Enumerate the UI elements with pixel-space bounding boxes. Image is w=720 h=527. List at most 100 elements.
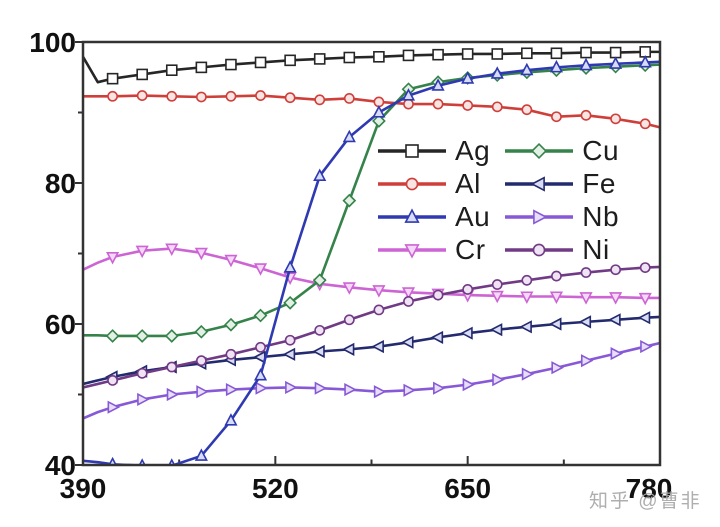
- marker-square: [165, 64, 178, 76]
- series-ni: [83, 262, 660, 389]
- marker-triangle-left: [489, 323, 503, 337]
- legend-column-1: Ag Al Au Cr: [377, 134, 490, 266]
- marker-circle: [136, 90, 148, 101]
- marker-triangle-down: [194, 247, 208, 261]
- legend-key-al: [378, 177, 446, 190]
- marker-circle: [255, 90, 266, 101]
- marker-circle: [166, 90, 178, 102]
- marker-triangle-up: [431, 78, 445, 91]
- marker-square: [313, 53, 326, 65]
- marker-circle: [610, 113, 622, 125]
- marker-triangle-right: [533, 208, 548, 225]
- marker-triangle-up: [638, 54, 652, 68]
- marker-square: [343, 51, 356, 64]
- marker-triangle-left: [608, 313, 621, 327]
- legend-label-cr: Cr: [455, 233, 486, 265]
- marker-circle: [580, 267, 592, 278]
- series-au: [83, 54, 660, 465]
- legend-key-nb: [505, 208, 574, 225]
- marker-square: [461, 48, 474, 60]
- series-fe: [83, 311, 660, 386]
- marker-diamond: [342, 193, 357, 208]
- marker-triangle-up: [579, 57, 593, 71]
- marker-triangle-up: [461, 71, 475, 84]
- marker-circle: [639, 262, 651, 273]
- marker-diamond: [531, 142, 548, 159]
- marker-triangle-up: [342, 129, 356, 143]
- marker-triangle-right: [373, 385, 387, 399]
- marker-square: [521, 47, 533, 60]
- marker-square: [225, 58, 237, 71]
- marker-triangle-down: [579, 292, 593, 305]
- marker-triangle-up: [283, 260, 297, 273]
- marker-circle: [195, 91, 207, 103]
- series-markers-au: [108, 54, 652, 465]
- marker-circle: [284, 92, 296, 104]
- marker-square: [402, 49, 415, 62]
- marker-circle: [610, 264, 622, 276]
- marker-circle: [343, 314, 355, 326]
- watermark-text: 知乎 @曹非: [589, 491, 702, 512]
- legend-label-fe: Fe: [582, 167, 616, 199]
- marker-triangle-right: [166, 387, 180, 402]
- marker-circle: [432, 98, 444, 110]
- marker-triangle-left: [371, 339, 384, 354]
- marker-triangle-up: [609, 56, 623, 69]
- legend-key-cu: [505, 142, 574, 159]
- marker-square: [254, 56, 267, 69]
- marker-triangle-right: [610, 347, 624, 361]
- series-line-fe: [83, 315, 660, 386]
- legend-label-au: Au: [455, 200, 491, 232]
- marker-square: [106, 72, 119, 85]
- marker-triangle-right: [137, 392, 150, 407]
- marker-triangle-right: [462, 378, 476, 392]
- marker-triangle-right: [551, 361, 564, 375]
- marker-circle: [284, 334, 296, 346]
- marker-circle: [551, 111, 562, 123]
- marker-circle: [225, 90, 237, 102]
- marker-triangle-up: [224, 413, 238, 426]
- y-tick-label-80: 80: [45, 168, 76, 199]
- marker-triangle-down: [106, 251, 120, 265]
- marker-triangle-down: [165, 243, 179, 257]
- marker-circle: [432, 289, 444, 301]
- series-markers-ag: [106, 46, 652, 85]
- marker-diamond: [135, 329, 150, 343]
- marker-square: [550, 47, 563, 60]
- marker-circle: [403, 296, 414, 307]
- marker-triangle-right: [285, 380, 298, 395]
- marker-square: [284, 54, 296, 67]
- x-tick-label-390: 390: [60, 473, 107, 504]
- series-line-al: [83, 94, 660, 129]
- legend-item-ni: Ni: [504, 233, 619, 266]
- series-markers-nb: [107, 339, 653, 414]
- marker-diamond: [164, 329, 179, 343]
- legend-key-fe: [505, 175, 574, 192]
- marker-diamond: [194, 324, 209, 339]
- marker-triangle-left: [530, 175, 546, 192]
- marker-triangle-up: [313, 168, 327, 181]
- marker-triangle-down: [638, 292, 652, 306]
- marker-triangle-down: [404, 243, 420, 259]
- marker-triangle-right: [255, 381, 269, 395]
- marker-triangle-right: [196, 385, 209, 399]
- marker-circle: [373, 304, 385, 316]
- marker-circle: [491, 101, 503, 113]
- marker-square: [491, 48, 504, 60]
- series-line-nb: [83, 341, 660, 420]
- marker-triangle-left: [312, 344, 325, 359]
- series-line-ag: [83, 50, 660, 84]
- marker-circle: [532, 243, 546, 256]
- marker-triangle-down: [224, 254, 238, 268]
- marker-triangle-left: [578, 315, 592, 329]
- marker-triangle-up: [401, 88, 416, 101]
- marker-square: [580, 46, 592, 59]
- legend-item-au: Au: [377, 200, 490, 233]
- marker-triangle-left: [460, 326, 473, 340]
- marker-triangle-left: [401, 335, 414, 349]
- marker-triangle-down: [520, 291, 534, 304]
- chart-legend: Ag Al Au Cr Cu Fe Nb Ni: [377, 134, 619, 266]
- marker-square: [373, 51, 385, 63]
- y-tick-label-60: 60: [45, 309, 76, 340]
